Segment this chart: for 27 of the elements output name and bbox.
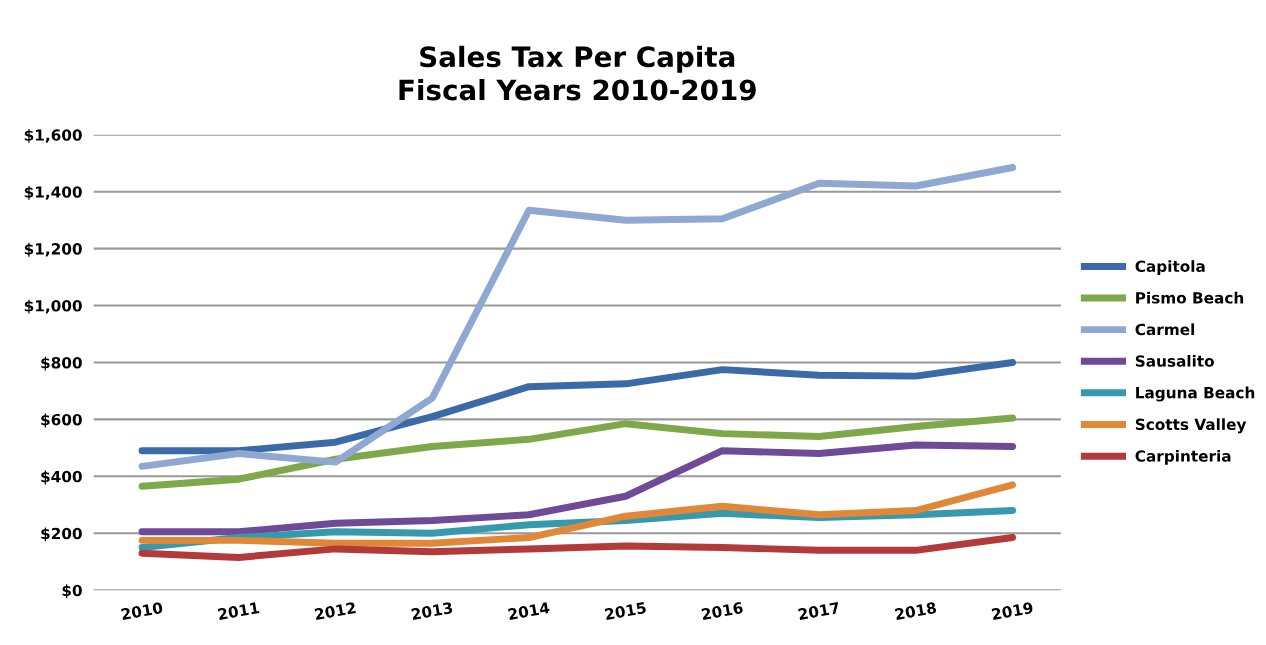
x-tick-label: 2010 (121, 601, 164, 621)
x-tick-label: 2012 (314, 601, 356, 621)
legend-label: Pismo Beach (1136, 291, 1244, 304)
x-tick-label: 2016 (701, 601, 744, 621)
legend-label: Capitola (1135, 260, 1205, 275)
x-tick-label: 2018 (894, 601, 937, 621)
y-tick-label: $400 (41, 470, 82, 485)
y-tick-label: $1,400 (24, 185, 82, 200)
legend-label: Scotts Valley (1135, 418, 1247, 434)
legend-label: Laguna Beach (1136, 386, 1255, 402)
x-tick-label: 2013 (411, 601, 453, 621)
x-tick-label: 2019 (991, 601, 1034, 621)
x-tick-label: 2017 (798, 601, 840, 621)
y-tick-label: $0 (62, 584, 82, 599)
x-tick-label: 2014 (507, 601, 550, 621)
y-tick-label: $600 (41, 413, 82, 428)
legend-label: Sausalito (1135, 354, 1214, 367)
legend-label: Carmel (1135, 323, 1195, 336)
chart-title: Sales Tax Per Capita Fiscal Years 2010-2019 (399, 45, 756, 101)
legend-label: Carpinteria (1135, 449, 1231, 465)
x-tick-label: 2015 (604, 601, 647, 621)
x-tick-label: 2011 (217, 601, 260, 621)
y-tick-label: $200 (41, 527, 82, 542)
y-tick-label: $1,000 (24, 299, 82, 314)
y-tick-label: $1,200 (24, 242, 82, 257)
y-tick-label: $800 (41, 356, 82, 371)
y-tick-label: $1,600 (24, 129, 82, 143)
